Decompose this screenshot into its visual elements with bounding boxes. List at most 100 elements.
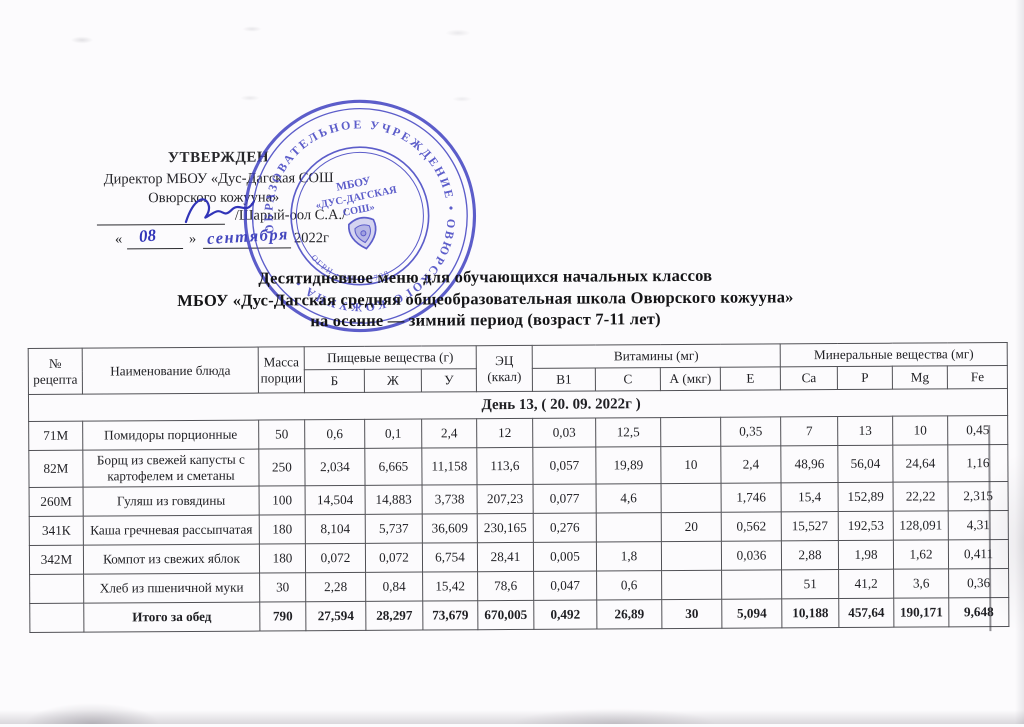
cell-c: 12,5 [595, 417, 661, 447]
cell-c: 1,8 [596, 541, 662, 571]
cell-ec: 12 [476, 418, 533, 448]
document-title: Десятидневное меню для обучающихся начал… [29, 263, 941, 333]
header-protein: Б [304, 369, 365, 393]
cell-mass: 180 [259, 543, 306, 574]
header-recipe: № рецепта [28, 348, 83, 395]
cell-p: 41,2 [838, 569, 894, 599]
cell-ca: 15,4 [781, 482, 839, 512]
cell-recipe: 71М [28, 421, 83, 451]
cell-zh: 0,84 [365, 572, 423, 602]
cell-u: 11,158 [421, 447, 478, 486]
header-carbs: У [421, 368, 477, 393]
cell-b1: 0,057 [532, 446, 597, 485]
cell-c: 26,89 [596, 599, 662, 629]
date-open-quote: « [114, 231, 123, 248]
cell-a [661, 570, 722, 600]
cell-b1: 0,492 [533, 599, 597, 630]
header-b1: В1 [532, 367, 596, 392]
official-stamp-icon: ОБРАЗОВАТЕЛЬНОЕ УЧРЕЖДЕНИЕ • ОВЮРСКОГО К… [244, 100, 477, 333]
header-a: А (мкг) [660, 367, 721, 391]
cell-b: 2,28 [305, 572, 366, 602]
cell-ca: 10,188 [781, 598, 839, 628]
handwritten-day: 08 [138, 225, 157, 246]
menu-table: № рецепта Наименование блюда Масса порци… [28, 342, 1010, 633]
header-vitamins-group: Витамины (мг) [532, 343, 781, 369]
cell-p: 457,64 [838, 598, 894, 628]
header-fe: Fe [947, 365, 1008, 389]
cell-dish: Компот из свежих яблок [83, 544, 260, 575]
cell-ec: 78,6 [477, 571, 534, 601]
menu-table-body: День 13, ( 20. 09. 2022г ) 71М Помидоры п… [28, 388, 1009, 633]
cell-b1: 0,005 [533, 541, 597, 572]
cell-u: 73,679 [422, 600, 478, 631]
cell-dish: Каша гречневая рассыпчатая [83, 515, 260, 546]
cell-p: 152,89 [838, 482, 894, 512]
cell-fe: 0,411 [948, 539, 1009, 569]
cell-b1: 0,276 [533, 512, 597, 543]
handwritten-signature-icon [184, 198, 255, 224]
cell-u: 36,609 [422, 513, 478, 544]
cell-p: 13 [837, 416, 893, 446]
cell-b1: 0,047 [533, 570, 597, 601]
cell-b1: 0,077 [533, 483, 597, 514]
cell-mg: 10 [892, 415, 948, 446]
cell-a: 10 [660, 446, 722, 484]
header-c: С [595, 367, 661, 391]
cell-mg: 24,64 [892, 444, 949, 483]
table-row: 82М Борщ из свежей капусты с картофелем и… [28, 444, 1009, 488]
cell-zh: 0,072 [365, 543, 423, 573]
cell-e: 0,036 [721, 540, 782, 571]
header-ca: Са [780, 366, 838, 390]
cell-u: 15,42 [422, 571, 478, 602]
cell-mg: 128,091 [893, 510, 949, 541]
cell-mg: 1,62 [893, 539, 949, 570]
cell-b: 2,034 [304, 448, 366, 486]
header-nutrients-group: Пищевые вещества (г) [304, 345, 477, 370]
cell-a [661, 483, 722, 513]
header-mg: Mg [892, 365, 948, 390]
cell-ec: 207,23 [477, 484, 534, 514]
cell-ec: 113,6 [476, 447, 534, 485]
cell-mass: 790 [259, 601, 306, 632]
cell-mg: 3,6 [893, 568, 949, 599]
cell-b: 14,504 [305, 485, 366, 515]
cell-a: 20 [661, 512, 722, 542]
cell-e: 0,562 [721, 511, 782, 542]
cell-ca: 48,96 [780, 445, 839, 483]
cell-recipe: 342М [29, 545, 84, 575]
header-energy: ЭЦ (ккал) [476, 345, 533, 392]
cell-e: 1,746 [721, 482, 782, 513]
header-dish: Наименование блюда [82, 347, 259, 395]
cell-zh: 0,1 [364, 419, 422, 449]
cell-fe: 9,648 [948, 597, 1009, 627]
cell-c: 0,6 [596, 570, 662, 600]
header-e: Е [720, 366, 781, 391]
cell-b: 0,072 [305, 543, 366, 573]
cell-ca: 15,527 [781, 511, 839, 541]
cell-ca: 7 [780, 416, 838, 446]
cell-fe: 0,45 [947, 415, 1008, 445]
cell-recipe [29, 603, 84, 633]
cell-b1: 0,03 [532, 417, 596, 448]
cell-mass: 100 [259, 485, 306, 516]
cell-p: 1,98 [838, 540, 894, 570]
cell-dish: Борщ из свежей капусты с картофелем и см… [82, 449, 260, 488]
cell-p: 192,53 [838, 511, 894, 541]
cell-a: 30 [661, 599, 722, 629]
cell-ec: 28,41 [477, 542, 534, 572]
cell-c: 19,89 [595, 446, 662, 484]
cell-b: 8,104 [305, 514, 366, 544]
cell-u: 3,738 [422, 484, 478, 515]
cell-dish: Гуляш из говядины [83, 486, 260, 517]
cell-recipe [29, 574, 84, 604]
cell-dish: Помидоры порционные [82, 420, 259, 451]
cell-p: 56,04 [837, 445, 894, 483]
cell-c: 4,6 [596, 483, 662, 513]
cell-mg: 22,22 [893, 481, 949, 512]
cell-b: 27,594 [305, 601, 366, 631]
table-row: Итого за обед 790 27,594 28,297 73,679 670,00… [29, 597, 1009, 633]
cell-e: 2,4 [720, 445, 782, 484]
cell-mass: 250 [258, 448, 306, 487]
cell-u: 6,754 [422, 542, 478, 573]
